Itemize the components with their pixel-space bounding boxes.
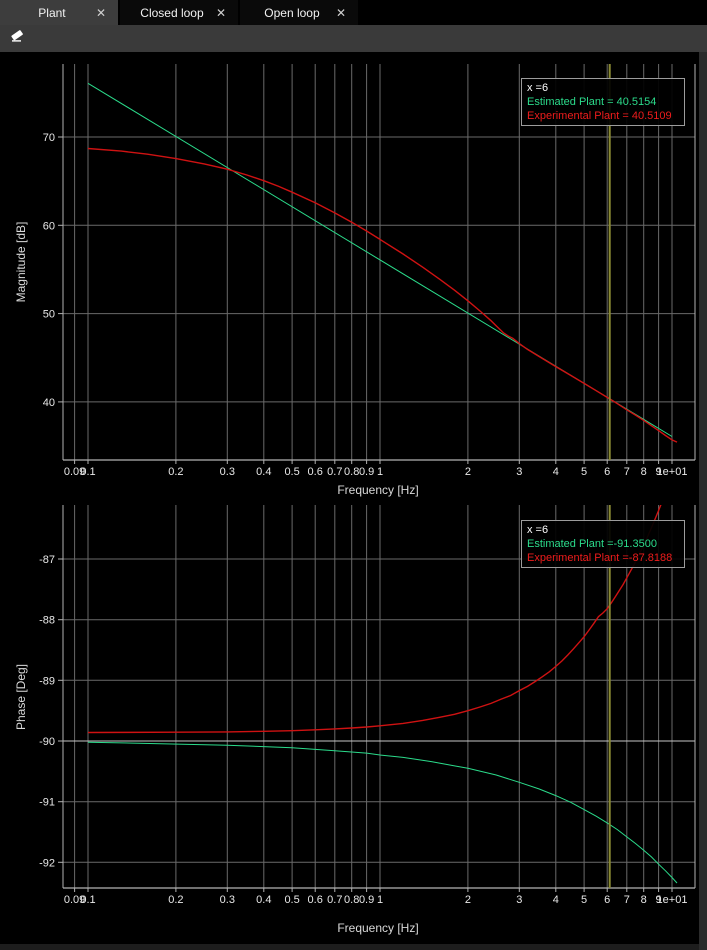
svg-text:6: 6 bbox=[604, 894, 610, 906]
svg-text:8: 8 bbox=[641, 894, 647, 906]
tab-label: Closed loop bbox=[140, 5, 204, 20]
svg-text:0.09: 0.09 bbox=[64, 466, 85, 478]
tooltip-estimated-value: Estimated Plant = 40.5154 bbox=[527, 96, 657, 108]
svg-text:0.3: 0.3 bbox=[220, 894, 235, 906]
svg-text:40: 40 bbox=[43, 397, 55, 409]
tooltip-x-value: x =6 bbox=[527, 524, 549, 536]
svg-text:0.5: 0.5 bbox=[284, 894, 299, 906]
svg-text:5: 5 bbox=[581, 466, 587, 478]
svg-text:0.7: 0.7 bbox=[327, 466, 342, 478]
svg-text:9: 9 bbox=[656, 466, 662, 478]
tab-label: Plant bbox=[38, 5, 66, 20]
svg-text:0.9: 0.9 bbox=[359, 466, 374, 478]
scrollbar[interactable] bbox=[699, 52, 707, 950]
svg-text:1e+01: 1e+01 bbox=[657, 466, 688, 478]
frequency-axis-label-bottom: Frequency [Hz] bbox=[337, 921, 419, 935]
charts-area: 0.09 0.1 0.2 0.3 0.4 0.5 0.6 0.7 0.8 0.9 1 2 3 4 5 6 7 8 9… bbox=[0, 52, 707, 950]
svg-text:1: 1 bbox=[377, 894, 383, 906]
toolbar bbox=[0, 25, 707, 52]
svg-text:-87: -87 bbox=[39, 554, 55, 566]
svg-text:6: 6 bbox=[604, 466, 610, 478]
bottom-divider bbox=[0, 944, 699, 950]
svg-text:0.9: 0.9 bbox=[359, 894, 374, 906]
svg-text:0.7: 0.7 bbox=[327, 894, 342, 906]
phase-axis-label: Phase [Deg] bbox=[14, 663, 28, 731]
svg-text:4: 4 bbox=[553, 894, 559, 906]
svg-text:0.5: 0.5 bbox=[284, 466, 299, 478]
svg-text:3: 3 bbox=[516, 466, 522, 478]
svg-text:0.8: 0.8 bbox=[344, 466, 359, 478]
svg-text:5: 5 bbox=[581, 894, 587, 906]
cursor-tooltip-phase: x =6 Estimated Plant =-91.3500 Experimen… bbox=[521, 520, 685, 568]
svg-text:3: 3 bbox=[516, 894, 522, 906]
svg-text:1: 1 bbox=[377, 466, 383, 478]
frequency-axis-label-top: Frequency [Hz] bbox=[337, 483, 419, 497]
svg-text:-89: -89 bbox=[39, 675, 55, 687]
svg-text:70: 70 bbox=[43, 132, 55, 144]
svg-text:-88: -88 bbox=[39, 615, 55, 627]
svg-text:2: 2 bbox=[465, 466, 471, 478]
svg-text:0.8: 0.8 bbox=[344, 894, 359, 906]
tooltip-experimental-value: Experimental Plant = 40.5109 bbox=[527, 110, 672, 122]
svg-text:9: 9 bbox=[656, 894, 662, 906]
svg-text:0.4: 0.4 bbox=[256, 466, 271, 478]
svg-text:50: 50 bbox=[43, 309, 55, 321]
svg-text:-91: -91 bbox=[39, 797, 55, 809]
svg-text:8: 8 bbox=[641, 466, 647, 478]
close-icon[interactable]: ✕ bbox=[95, 5, 106, 20]
close-icon[interactable]: ✕ bbox=[335, 5, 346, 20]
magnitude-axis-label: Magnitude [dB] bbox=[14, 221, 28, 303]
tab-closed-loop[interactable]: Closed loop ✕ bbox=[120, 0, 238, 25]
phase-chart[interactable]: 0.090.1 0.2 0.3 0.4 0.5 0.6 0.7 0.8 0.9 1 2 3 4 5 6 7 8 9… bbox=[0, 500, 707, 950]
svg-text:2: 2 bbox=[465, 894, 471, 906]
eraser-icon bbox=[9, 28, 25, 49]
svg-text:1e+01: 1e+01 bbox=[657, 894, 688, 906]
tab-bar: Plant ✕ Closed loop ✕ Open loop ✕ bbox=[0, 0, 707, 25]
tab-plant[interactable]: Plant ✕ bbox=[0, 0, 118, 25]
tooltip-experimental-value: Experimental Plant =-87.8188 bbox=[527, 552, 673, 564]
svg-text:0.6: 0.6 bbox=[308, 466, 323, 478]
svg-text:0.2: 0.2 bbox=[168, 894, 183, 906]
tooltip-x-value: x =6 bbox=[527, 82, 549, 94]
svg-text:-92: -92 bbox=[39, 857, 55, 869]
svg-text:0.2: 0.2 bbox=[168, 466, 183, 478]
tab-open-loop[interactable]: Open loop ✕ bbox=[240, 0, 358, 25]
svg-text:60: 60 bbox=[43, 220, 55, 232]
svg-text:0.09: 0.09 bbox=[64, 894, 85, 906]
svg-text:0.4: 0.4 bbox=[256, 894, 271, 906]
eraser-button[interactable] bbox=[7, 29, 27, 49]
svg-text:0.1: 0.1 bbox=[80, 466, 95, 478]
cursor-tooltip-magnitude: x =6 Estimated Plant = 40.5154 Experimen… bbox=[521, 78, 685, 126]
tooltip-estimated-value: Estimated Plant =-91.3500 bbox=[527, 538, 657, 550]
svg-text:-90: -90 bbox=[39, 736, 55, 748]
svg-text:7: 7 bbox=[624, 894, 630, 906]
svg-text:0.1: 0.1 bbox=[80, 894, 95, 906]
svg-text:4: 4 bbox=[553, 466, 559, 478]
magnitude-chart[interactable]: 0.090.1 0.2 0.3 0.4 0.5 0.6 0.7 0.8 0.9 1 2 3 4 5 6 7 8 9… bbox=[0, 52, 707, 500]
tab-label: Open loop bbox=[264, 5, 320, 20]
svg-text:0.6: 0.6 bbox=[308, 894, 323, 906]
svg-text:7: 7 bbox=[624, 466, 630, 478]
svg-text:0.3: 0.3 bbox=[220, 466, 235, 478]
close-icon[interactable]: ✕ bbox=[215, 5, 226, 20]
